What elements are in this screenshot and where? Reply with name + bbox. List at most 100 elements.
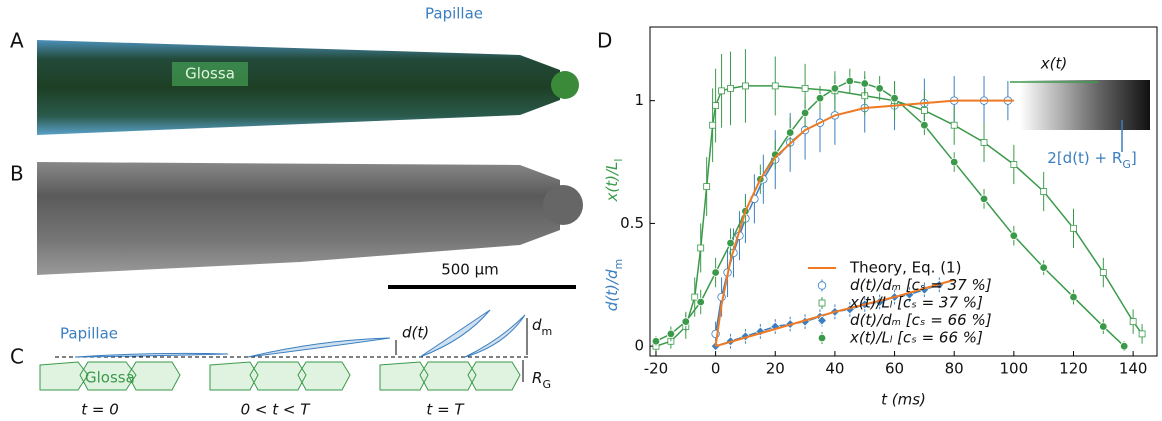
theory-line bbox=[714, 99, 1014, 347]
marker bbox=[718, 87, 725, 95]
text-part: d bbox=[532, 316, 542, 334]
legend-label: Theory, Eq. (1) bbox=[849, 259, 961, 277]
marker bbox=[785, 128, 795, 137]
marker bbox=[709, 121, 717, 129]
marker bbox=[1010, 161, 1018, 168]
tongue-image bbox=[37, 40, 560, 135]
marker bbox=[1009, 231, 1019, 240]
papilla bbox=[247, 337, 391, 358]
text-part: x(t)/L bbox=[603, 162, 621, 203]
papilla bbox=[464, 314, 526, 358]
x-tick-label: 0 bbox=[711, 360, 721, 378]
y-tick-label: 0.5 bbox=[620, 214, 644, 232]
marker bbox=[666, 329, 676, 339]
inset-d-label: 2[d(t) + RG] bbox=[1047, 149, 1136, 171]
marker bbox=[890, 94, 899, 103]
marker bbox=[1069, 292, 1078, 302]
marker bbox=[830, 84, 840, 93]
subscript: m bbox=[612, 259, 625, 270]
marker bbox=[1039, 263, 1048, 272]
legend-label: d(t)/dₘ [cₛ = 37 %] bbox=[850, 276, 992, 294]
y-tick-label: 0 bbox=[634, 337, 644, 355]
y-tick-label: 1 bbox=[634, 91, 644, 109]
marker bbox=[703, 183, 711, 190]
d-label: d(t) bbox=[402, 324, 429, 342]
marker bbox=[771, 82, 779, 90]
papilla bbox=[419, 309, 491, 358]
tongue-image bbox=[37, 162, 560, 275]
marker bbox=[950, 157, 959, 167]
marker bbox=[1040, 188, 1048, 195]
marker bbox=[800, 108, 810, 118]
y-axis-label: x(t)/Ll bbox=[603, 159, 625, 203]
papilla bbox=[74, 352, 229, 358]
marker bbox=[920, 121, 929, 130]
marker bbox=[875, 84, 884, 93]
x-tick-label: 60 bbox=[885, 360, 904, 378]
marker bbox=[742, 82, 749, 90]
panel-a: A Papillae Glossa bbox=[10, 5, 579, 135]
marker bbox=[755, 326, 766, 337]
papillae-label: Papillae bbox=[425, 5, 483, 23]
subscript: m bbox=[542, 325, 553, 338]
legend-label: x(t)/Lₗ [cₛ = 66 %] bbox=[849, 329, 983, 347]
subscript: l bbox=[612, 159, 625, 162]
text-part: 2[d(t) + R bbox=[1047, 149, 1122, 167]
marker bbox=[740, 331, 751, 342]
text-part: R bbox=[532, 369, 542, 387]
marker bbox=[1099, 269, 1107, 276]
marker bbox=[1129, 318, 1137, 326]
tongue-tip bbox=[543, 185, 583, 225]
inset-x-label: x(t) bbox=[1040, 55, 1067, 73]
panel-letter: B bbox=[10, 162, 24, 186]
x-tick-label: 20 bbox=[766, 360, 785, 378]
marker bbox=[801, 84, 809, 92]
glossa-label: Glossa bbox=[185, 65, 235, 83]
dm-label: dm bbox=[532, 316, 552, 338]
marker bbox=[845, 76, 855, 86]
x-tick-label: 100 bbox=[1000, 360, 1029, 378]
text-part: ] bbox=[1131, 149, 1137, 167]
panel-letter: C bbox=[10, 345, 24, 369]
panel-letter: D bbox=[597, 29, 612, 53]
x-tick-label: 120 bbox=[1059, 360, 1088, 378]
glossa-label: Glossa bbox=[85, 369, 135, 387]
plot-frame bbox=[649, 26, 1158, 357]
panel-letter: A bbox=[10, 29, 24, 53]
legend-label: d(t)/dₘ [cₛ = 66 %] bbox=[850, 311, 992, 329]
glossa-highlight bbox=[172, 62, 248, 86]
marker bbox=[817, 333, 827, 343]
theory-line bbox=[715, 278, 955, 348]
subscript: G bbox=[542, 378, 551, 391]
marker bbox=[691, 293, 699, 301]
x-tick-label: 140 bbox=[1119, 360, 1148, 378]
stage-label: t = 0 bbox=[81, 401, 119, 419]
marker bbox=[817, 281, 827, 290]
inset-image bbox=[1020, 80, 1150, 130]
stage-label: t = T bbox=[426, 401, 465, 419]
marker bbox=[651, 337, 661, 346]
cells bbox=[209, 361, 351, 391]
y-axis-label: d(t)/dm bbox=[603, 259, 625, 311]
marker bbox=[980, 138, 988, 146]
panel-b: B 500 µm bbox=[10, 162, 583, 289]
subscript: G bbox=[1122, 158, 1131, 171]
marker bbox=[1070, 224, 1077, 232]
marker bbox=[979, 194, 989, 204]
marker bbox=[950, 121, 958, 129]
marker bbox=[727, 84, 734, 92]
marker bbox=[696, 297, 705, 307]
marker bbox=[681, 317, 690, 326]
marker bbox=[1099, 322, 1108, 331]
text-part: d(t)/d bbox=[603, 269, 621, 311]
series bbox=[651, 68, 1129, 352]
marker bbox=[860, 79, 869, 88]
x-axis-label: t (ms) bbox=[881, 391, 926, 409]
marker bbox=[920, 107, 928, 114]
marker bbox=[815, 94, 825, 103]
marker bbox=[818, 299, 826, 307]
marker bbox=[816, 315, 828, 326]
papillae-label: Papillae bbox=[60, 325, 118, 343]
marker bbox=[726, 238, 735, 248]
